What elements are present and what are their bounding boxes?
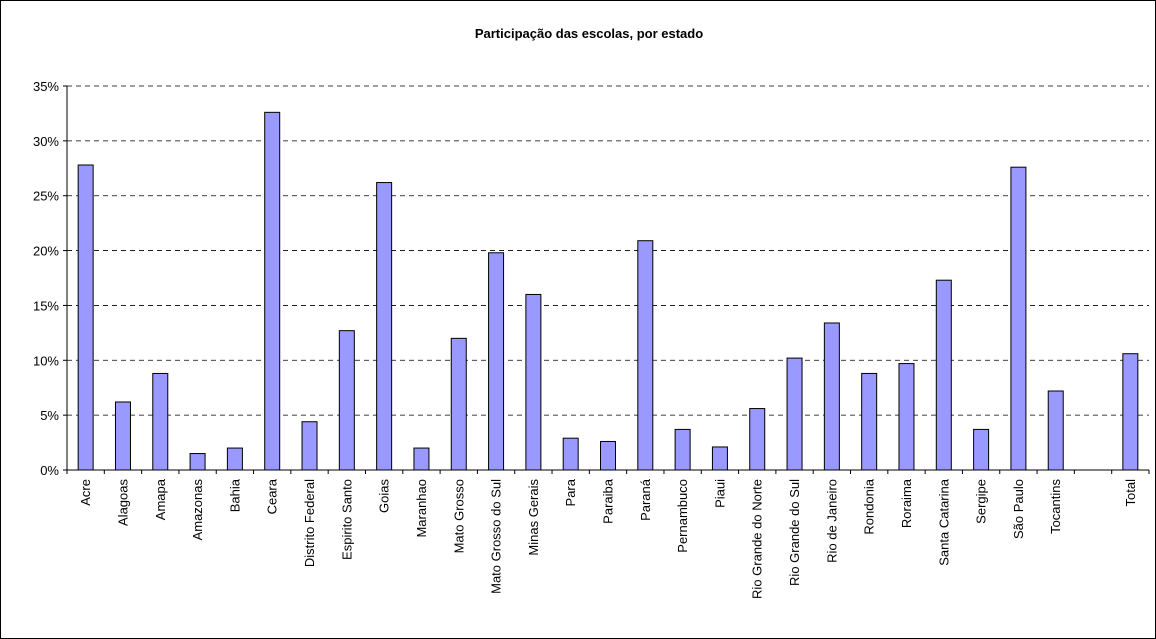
bar <box>600 440 616 471</box>
bar <box>749 408 766 471</box>
x-axis-categories: Acre Alagoas Amapa Amazonas Bahia Ceara Distri… <box>78 478 1138 599</box>
y-axis-ticks: 0% 5% 10% 15% 20% 25% 30% 35% <box>33 79 59 478</box>
bar <box>1047 390 1064 471</box>
x-category-label: Amapa <box>153 478 168 520</box>
bar <box>711 446 728 471</box>
x-category-label: Rio de Janeiro <box>824 479 839 563</box>
x-category-label: São Paulo <box>1011 479 1026 539</box>
bars <box>77 111 1139 471</box>
x-category-label: Paraiba <box>601 478 616 524</box>
x-category-label: Distrito Federal <box>302 479 317 567</box>
x-category-label: Maranhao <box>414 479 429 538</box>
bar <box>114 401 131 471</box>
x-category-label: Alagoas <box>115 479 130 526</box>
chart-title: Participação das escolas, por estado <box>475 26 703 41</box>
bar <box>973 428 990 471</box>
gridlines <box>67 85 1149 416</box>
bar <box>338 330 355 471</box>
bar <box>413 447 430 471</box>
x-category-label: Minas Gerais <box>526 479 541 556</box>
x-category-label: Acre <box>78 479 93 506</box>
bar <box>301 421 318 471</box>
y-tick-label: 30% <box>33 134 59 149</box>
y-tick-label: 5% <box>40 408 59 423</box>
bar <box>77 164 94 471</box>
bar <box>786 357 803 471</box>
x-category-label: Pernambuco <box>675 479 690 553</box>
x-category-label: Roraima <box>899 478 914 528</box>
bar <box>488 252 505 471</box>
x-category-label: Mato Grosso do Sul <box>489 479 504 594</box>
x-category-label: Goias <box>377 479 392 513</box>
x-category-label: Total <box>1123 479 1138 507</box>
bar <box>823 322 840 471</box>
bar <box>152 372 169 471</box>
bar <box>1122 353 1139 471</box>
x-category-label: Mato Grosso <box>451 479 466 553</box>
bar <box>861 372 878 471</box>
y-tick-label: 10% <box>33 353 59 368</box>
x-category-label: Sergipe <box>974 479 989 524</box>
x-category-label: Amazonas <box>190 479 205 541</box>
x-category-label: Rio Grande do Sul <box>787 479 802 586</box>
x-category-label: Santa Catarina <box>936 478 951 565</box>
x-category-label: Piaui <box>712 479 727 508</box>
bar <box>637 240 654 471</box>
bar <box>674 428 691 471</box>
axes <box>63 85 1150 474</box>
bar <box>226 447 243 471</box>
bar <box>525 293 542 471</box>
x-category-label: Tocantins <box>1048 479 1063 534</box>
bar <box>264 111 281 471</box>
y-tick-label: 25% <box>33 189 59 204</box>
bar <box>898 363 915 471</box>
bar <box>562 437 579 471</box>
bar <box>450 337 467 471</box>
x-category-label: Rondonia <box>862 478 877 534</box>
x-category-label: Paraná <box>638 478 653 521</box>
y-tick-label: 20% <box>33 244 59 259</box>
x-category-label: Bahia <box>227 478 242 512</box>
bar <box>1010 166 1027 471</box>
x-category-label: Para <box>563 478 578 506</box>
x-category-label: Espirito Santo <box>339 479 354 560</box>
y-tick-label: 15% <box>33 298 59 313</box>
x-category-label: Rio Grande do Norte <box>750 479 765 599</box>
bar <box>189 453 206 471</box>
y-tick-label: 35% <box>33 79 59 94</box>
bar <box>935 279 952 471</box>
bar <box>376 182 393 471</box>
y-tick-label: 0% <box>40 463 59 478</box>
x-category-label: Ceara <box>265 478 280 514</box>
